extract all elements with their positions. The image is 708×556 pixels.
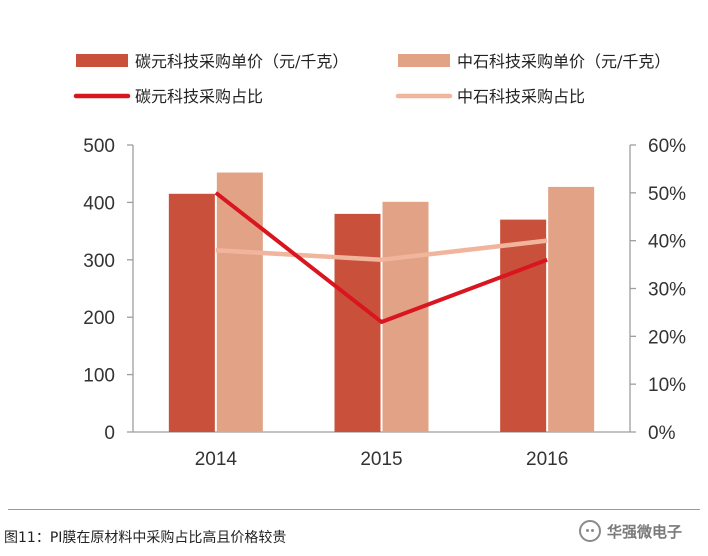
lines (214, 191, 548, 324)
y-left-tick-label: 400 (83, 193, 115, 214)
figure-caption: 图11：PI膜在原材料中采购占比高且价格较贵 (4, 530, 287, 546)
y-left-tick-label: 100 (83, 366, 115, 387)
y-right-tick-label: 20% (648, 327, 686, 348)
caption-bar: 图11：PI膜在原材料中采购占比高且价格较贵 华强微电子 (0, 507, 708, 556)
bar-zhongshi-price-2014 (216, 172, 263, 432)
line-tanyuan-share (214, 191, 548, 324)
y-right-tick-label: 40% (648, 232, 686, 253)
bars (168, 172, 595, 432)
combo-chart: 碳元科技采购单价（元/千克） 中石科技采购单价（元/千克） 碳元科技采购占比 中石科技… (73, 52, 686, 470)
legend-label: 中石科技采购占比 (457, 87, 585, 106)
line-zhongshi-share (215, 238, 548, 263)
y-left-tick-label: 0 (104, 423, 115, 444)
bar-tanyuan-price-2015 (334, 213, 381, 432)
x-tick-label: 2015 (360, 449, 402, 470)
legend-label: 碳元科技采购单价（元/千克） (135, 52, 348, 71)
y-right-tick-label: 10% (648, 375, 686, 396)
y-right-tick-label: 50% (648, 184, 686, 205)
x-tick-label: 2016 (526, 449, 568, 470)
y-right-tick-label: 60% (648, 136, 686, 157)
legend-label: 碳元科技采购占比 (135, 87, 263, 106)
y-left-tick-label: 300 (83, 251, 115, 272)
bar-tanyuan-price-2014 (168, 193, 215, 432)
watermark-text: 华强微电子 (606, 522, 682, 541)
bar-zhongshi-price-2016 (548, 186, 595, 432)
axes: 0 100 200 300 400 500 0% 10% 20% 30% 40% 50% 60% 2014… (83, 136, 686, 470)
bar-tanyuan-price-2016 (500, 219, 547, 432)
legend-label: 中石科技采购单价（元/千克） (457, 52, 670, 71)
y-left-tick-label: 500 (83, 136, 115, 157)
caption-divider (8, 509, 700, 510)
legend-swatch (398, 54, 450, 67)
y-right-tick-label: 30% (648, 280, 686, 301)
legend: 碳元科技采购单价（元/千克） 中石科技采购单价（元/千克） 碳元科技采购占比 中石科技… (73, 52, 670, 106)
watermark: 华强微电子 (578, 519, 682, 543)
y-right-tick-label: 0% (648, 423, 676, 444)
legend-swatch (76, 54, 128, 67)
wechat-icon (578, 520, 601, 542)
y-left-tick-label: 200 (83, 308, 115, 329)
x-tick-label: 2014 (195, 449, 238, 470)
